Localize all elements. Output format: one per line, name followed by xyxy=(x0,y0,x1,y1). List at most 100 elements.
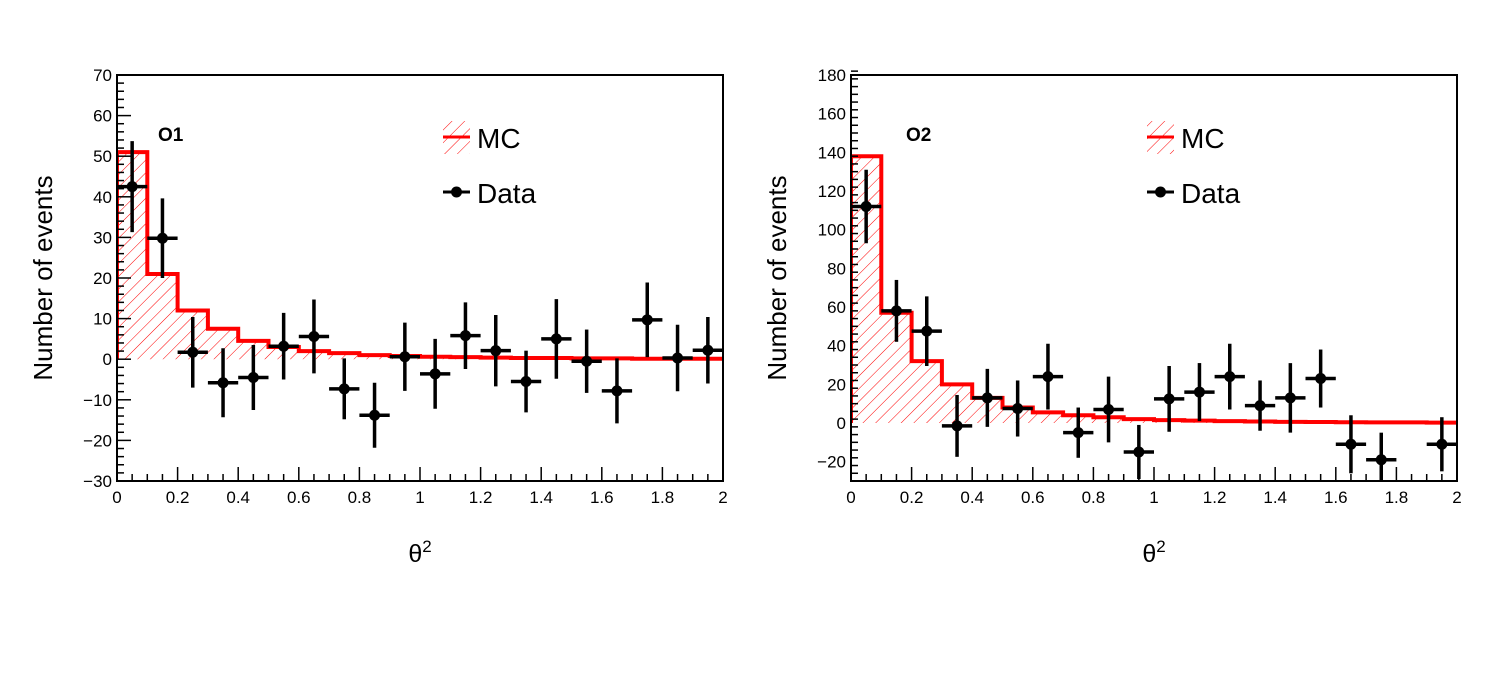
x-tick-label: 1.6 xyxy=(590,488,614,507)
x-axis-label-theta: θ xyxy=(1142,540,1156,568)
y-tick-label: 40 xyxy=(93,188,112,207)
y-tick-label: 180 xyxy=(818,66,846,85)
data-point xyxy=(177,316,208,388)
x-tick-label: 2 xyxy=(1452,488,1461,507)
mc-step-line xyxy=(117,150,723,361)
data-point xyxy=(1335,415,1367,474)
data-point xyxy=(1184,363,1215,422)
data-point xyxy=(692,316,723,384)
data-point xyxy=(911,296,942,366)
x-tick-label: 0.2 xyxy=(900,488,924,507)
data-point xyxy=(632,282,663,358)
data-point xyxy=(1275,363,1306,433)
data-marker xyxy=(921,325,933,337)
data-point xyxy=(117,141,148,233)
legend-data-marker xyxy=(451,186,462,198)
data-marker xyxy=(156,232,168,244)
data-marker xyxy=(308,330,320,342)
x-tick-label: 1.6 xyxy=(1324,488,1348,507)
data-marker xyxy=(611,385,623,397)
data-point xyxy=(268,312,299,380)
x-tick-label: 0.4 xyxy=(226,488,250,507)
y-axis-label: Number of events xyxy=(762,175,792,380)
legend: MC Data xyxy=(443,121,537,209)
chart-panel-o2: 0 0.2 0.4 0.6 0.8 1 1.2 1.4 1.6 1.8 2 −20020406080… xyxy=(762,66,1462,568)
data-marker xyxy=(860,200,872,212)
data-marker xyxy=(217,377,229,389)
x-tick-label: 0.8 xyxy=(348,488,372,507)
data-point xyxy=(207,348,239,418)
data-marker xyxy=(1254,400,1266,412)
data-marker xyxy=(641,314,653,326)
data-point xyxy=(1305,349,1336,408)
legend: MC Data xyxy=(1147,121,1241,209)
data-marker xyxy=(672,352,684,364)
data-marker xyxy=(981,392,993,404)
x-tick-label: 1 xyxy=(1149,488,1158,507)
data-point xyxy=(298,299,330,374)
data-point xyxy=(359,382,390,448)
data-point xyxy=(238,344,269,410)
y-axis-label: Number of events xyxy=(28,175,58,380)
data-point xyxy=(881,279,912,342)
data-marker xyxy=(702,344,714,356)
data-marker xyxy=(369,409,381,421)
data-point xyxy=(941,394,973,457)
mc-step-layer xyxy=(851,154,1457,425)
y-tick-label: 60 xyxy=(827,298,846,317)
data-marker xyxy=(550,333,562,345)
data-marker xyxy=(1193,386,1205,398)
plot-frame xyxy=(116,74,724,482)
y-tick-label: −20 xyxy=(817,453,846,472)
mc-hatch-area xyxy=(117,152,723,360)
x-axis-ticks: 0 0.2 0.4 0.6 0.8 1 1.2 1.4 1.6 1.8 2 xyxy=(112,467,728,507)
y-tick-label: 10 xyxy=(93,310,112,329)
mc-step-line xyxy=(851,154,1457,425)
data-marker xyxy=(1436,438,1448,450)
panel-label: O2 xyxy=(906,125,931,146)
y-tick-label: −10 xyxy=(83,391,112,410)
y-tick-label: 140 xyxy=(818,143,846,162)
data-marker xyxy=(247,371,259,383)
y-tick-label: 50 xyxy=(93,147,112,166)
data-points-layer xyxy=(117,141,723,448)
data-point xyxy=(972,368,1003,427)
data-point xyxy=(329,358,360,420)
data-point xyxy=(389,322,420,391)
data-marker xyxy=(1224,371,1236,383)
data-marker xyxy=(490,345,502,357)
data-marker xyxy=(399,351,411,363)
data-marker xyxy=(1284,392,1296,404)
mc-step-layer xyxy=(117,150,723,361)
y-tick-label: 40 xyxy=(827,337,846,356)
data-marker xyxy=(338,383,350,395)
mc-hatched-fill xyxy=(851,156,1457,423)
x-tick-label: 1 xyxy=(415,488,424,507)
legend-data-marker xyxy=(1155,186,1166,198)
x-tick-label: 0.2 xyxy=(166,488,190,507)
data-marker xyxy=(1072,427,1084,439)
y-axis-ticks: −30 −20 −10 0 10 20 30 40 50 60 70 xyxy=(83,66,131,491)
y-tick-label: 80 xyxy=(827,259,846,278)
data-point xyxy=(1002,380,1033,437)
data-point xyxy=(1214,343,1245,410)
x-tick-label: 1.4 xyxy=(1263,488,1287,507)
data-marker xyxy=(187,346,199,358)
data-point xyxy=(450,302,481,369)
y-axis-ticks: −20 0 20 40 60 80 100 120 140 160 180 xyxy=(817,66,858,482)
data-marker xyxy=(1163,393,1175,405)
x-tick-label: 0.6 xyxy=(1021,488,1045,507)
data-marker xyxy=(1345,438,1357,450)
x-tick-label: 0.8 xyxy=(1082,488,1106,507)
data-marker xyxy=(278,340,290,352)
data-point xyxy=(510,350,542,413)
data-marker xyxy=(1042,371,1054,383)
data-point xyxy=(1063,407,1094,458)
y-tick-label: 70 xyxy=(93,66,112,85)
data-point xyxy=(541,299,572,379)
y-tick-label: 0 xyxy=(837,414,846,433)
data-point xyxy=(1154,365,1185,432)
x-tick-label: 0 xyxy=(846,488,855,507)
data-point xyxy=(480,314,511,387)
